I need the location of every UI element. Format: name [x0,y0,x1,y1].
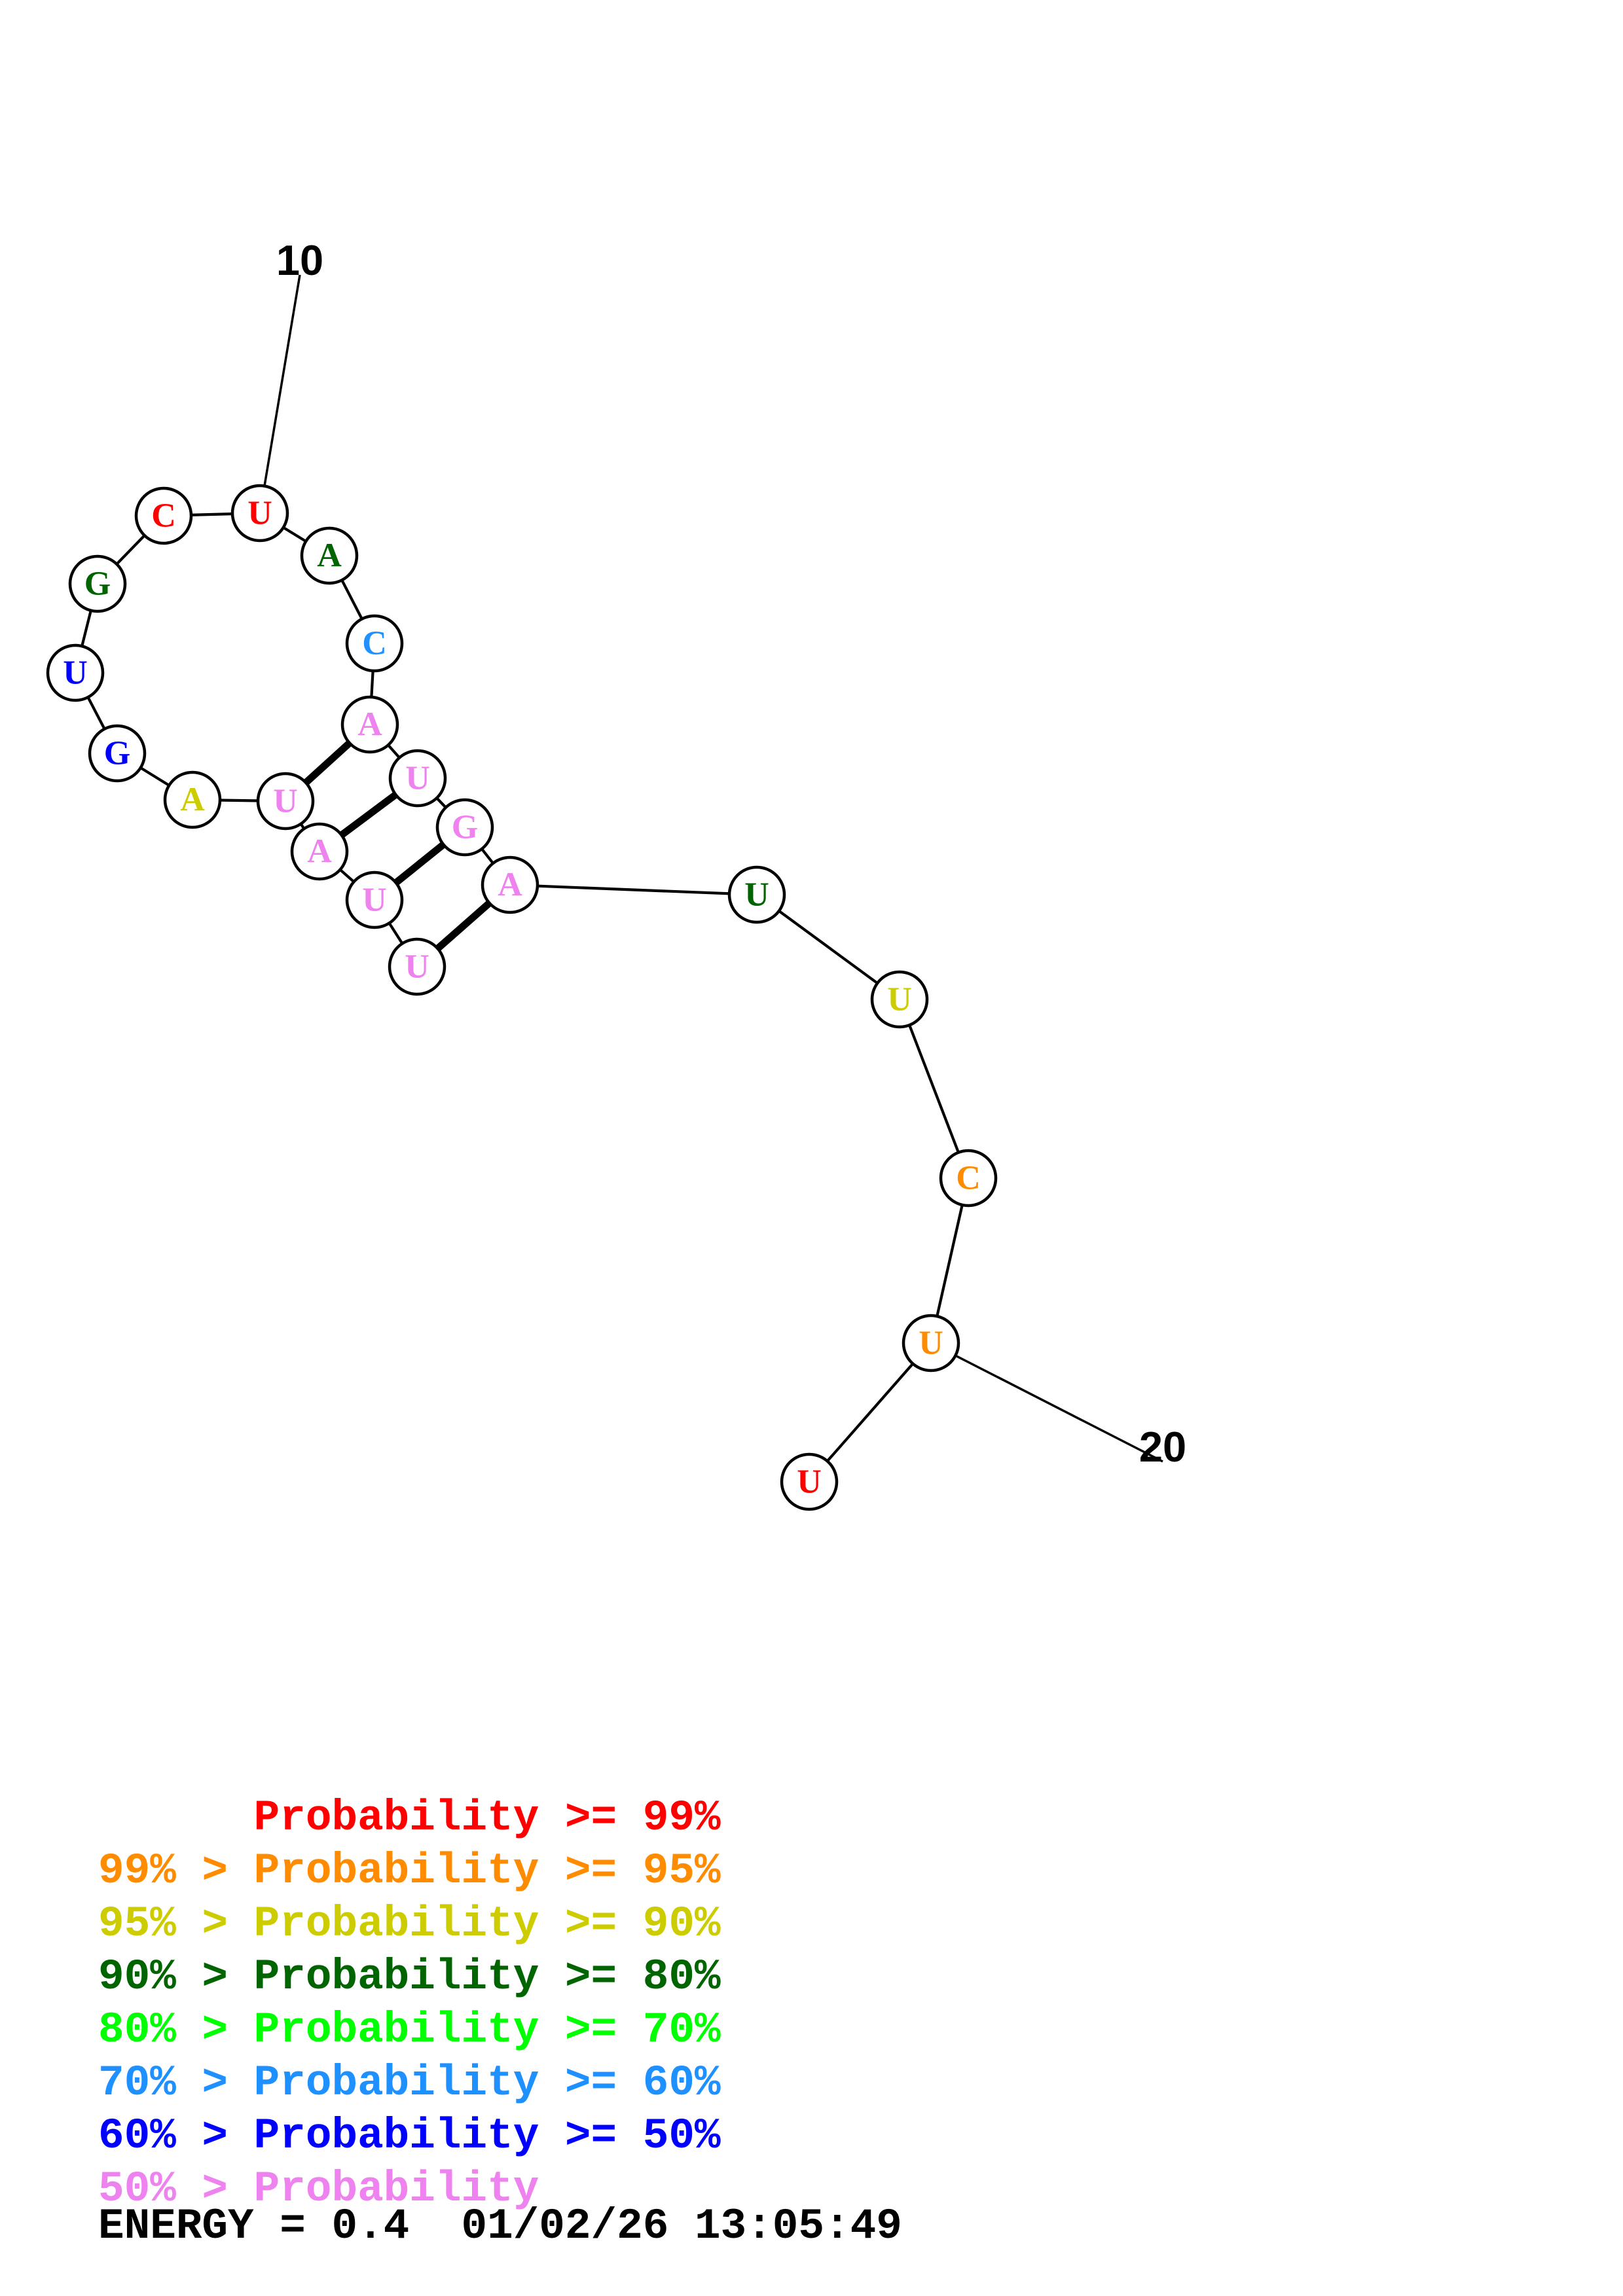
svg-text:20: 20 [1139,1423,1186,1471]
svg-text:A: A [307,833,332,870]
svg-text:U: U [744,876,769,914]
svg-text:U: U [405,948,429,986]
svg-text:A: A [498,867,522,904]
svg-text:U: U [63,655,88,692]
svg-text:A: A [357,706,382,744]
svg-text:U: U [887,981,912,1018]
svg-text:U: U [273,783,298,820]
svg-text:U: U [405,760,430,797]
svg-text:C: C [151,497,176,535]
svg-text:A: A [317,537,342,575]
svg-text:U: U [362,882,387,919]
svg-text:U: U [797,1463,822,1501]
svg-text:G: G [452,809,478,846]
svg-text:G: G [84,565,111,603]
svg-text:A: A [180,781,205,819]
svg-text:U: U [247,495,272,532]
svg-text:C: C [362,625,387,662]
svg-text:G: G [104,735,130,772]
svg-text:U: U [919,1325,943,1362]
svg-text:10: 10 [276,236,323,284]
svg-text:C: C [956,1160,981,1197]
